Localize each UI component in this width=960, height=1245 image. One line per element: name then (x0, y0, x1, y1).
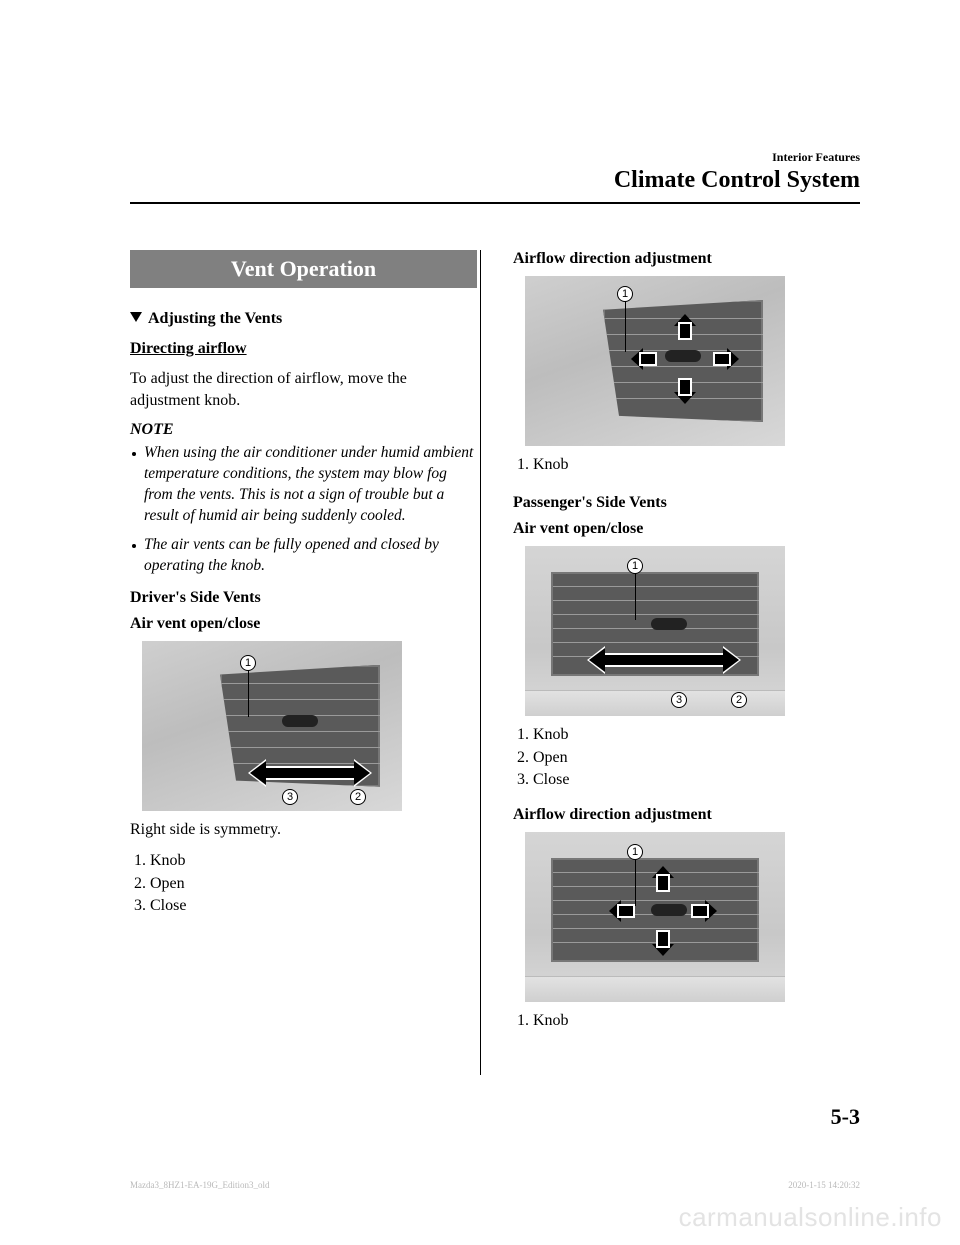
list-item: 2. Open (130, 873, 477, 895)
callout-1-icon: 1 (627, 844, 643, 860)
triangle-marker-icon (130, 312, 142, 322)
open-close-arrow-icon (589, 648, 739, 672)
directing-airflow-heading: Directing airflow (130, 340, 477, 358)
list-item: 1. Knob (513, 724, 860, 746)
symmetry-note: Right side is symmetry. (130, 819, 477, 841)
page-number: 5-3 (831, 1104, 860, 1130)
passenger-airflow-direction-diagram: 1 (525, 832, 785, 1002)
list-item: 3. Close (130, 895, 477, 917)
note-item: The air vents can be fully opened and cl… (130, 535, 477, 577)
watermark: carmanualsonline.info (679, 1202, 942, 1233)
manual-page: Interior Features Climate Control System… (0, 0, 960, 1245)
callout-3-icon: 3 (282, 789, 298, 805)
four-way-arrow-icon (625, 314, 745, 404)
four-way-arrow-icon (603, 866, 723, 956)
drivers-vent-open-close-diagram: 1 2 3 (142, 641, 402, 811)
list-item: 1. Knob (513, 454, 860, 476)
right-column: Airflow direction adjustment 1 (513, 250, 860, 1105)
callout-lead (248, 665, 249, 717)
left-column: Vent Operation Adjusting the Vents Direc… (130, 250, 477, 1105)
passenger-air-vent-open-close-heading: Air vent open/close (513, 520, 860, 538)
drivers-airflow-direction-diagram: 1 (525, 276, 785, 446)
dash-trim-icon (525, 976, 785, 1002)
airflow-callout-list: 1. Knob (513, 454, 860, 476)
footer-right: 2020-1-15 14:20:32 (788, 1180, 860, 1190)
directing-airflow-body: To adjust the direction of airflow, move… (130, 368, 477, 411)
subheading-text: Adjusting the Vents (148, 310, 282, 327)
callout-lead (635, 854, 636, 906)
air-vent-open-close-heading: Air vent open/close (130, 615, 477, 633)
header-rule (130, 202, 860, 204)
callout-lead (635, 568, 636, 620)
list-item: 3. Close (513, 769, 860, 791)
passenger-vent-open-close-diagram: 1 2 3 (525, 546, 785, 716)
callout-1-icon: 1 (240, 655, 256, 671)
passenger-airflow-direction-heading: Airflow direction adjustment (513, 806, 860, 824)
note-label: NOTE (130, 421, 477, 439)
list-item: 1. Knob (130, 850, 477, 872)
page-header: Interior Features Climate Control System (614, 150, 860, 194)
footer-left: Mazda3_8HZ1-EA-19G_Edition3_old (130, 1180, 269, 1190)
open-close-arrow-icon (250, 761, 370, 785)
section-title: Vent Operation (130, 250, 477, 288)
note-list: When using the air conditioner under hum… (130, 443, 477, 577)
header-category: Interior Features (614, 150, 860, 165)
passengers-side-heading: Passenger's Side Vents (513, 494, 860, 512)
passenger-airflow-callout-list: 1. Knob (513, 1010, 860, 1032)
airflow-direction-heading: Airflow direction adjustment (513, 250, 860, 268)
list-item: 2. Open (513, 747, 860, 769)
header-title: Climate Control System (614, 167, 860, 194)
callout-1-icon: 1 (617, 286, 633, 302)
drivers-side-heading: Driver's Side Vents (130, 589, 477, 607)
list-item: 1. Knob (513, 1010, 860, 1032)
callout-2-icon: 2 (350, 789, 366, 805)
drivers-callout-list: 1. Knob 2. Open 3. Close (130, 850, 477, 917)
content-columns: Vent Operation Adjusting the Vents Direc… (130, 250, 860, 1105)
callout-lead (625, 296, 626, 352)
subheading-adjusting: Adjusting the Vents (130, 310, 477, 328)
note-item: When using the air conditioner under hum… (130, 443, 477, 527)
vent-knob-icon (282, 715, 318, 727)
passenger-callout-list: 1. Knob 2. Open 3. Close (513, 724, 860, 791)
vent-knob-icon (651, 618, 687, 630)
